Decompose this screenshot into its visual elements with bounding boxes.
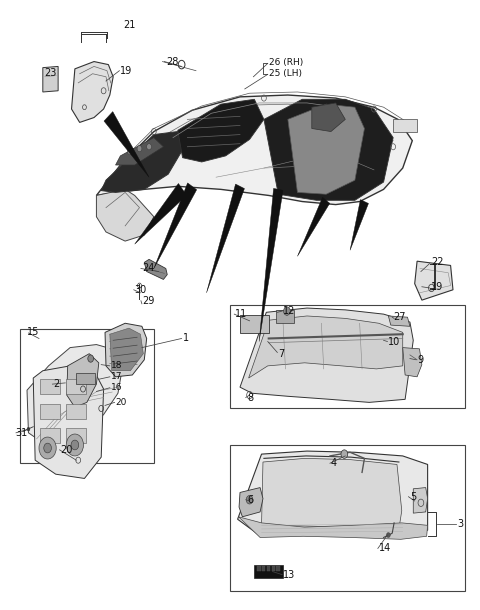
Text: 18: 18 (111, 361, 122, 370)
Text: 16: 16 (111, 383, 122, 392)
Circle shape (386, 533, 390, 537)
Text: 29: 29 (142, 296, 154, 306)
Polygon shape (240, 308, 413, 403)
Polygon shape (110, 328, 144, 371)
Bar (276, 310, 294, 323)
Bar (20, 329, 154, 463)
Polygon shape (27, 345, 123, 445)
Polygon shape (101, 132, 182, 192)
Bar (272, 566, 275, 571)
Bar (230, 445, 465, 591)
Polygon shape (116, 138, 163, 165)
Bar (230, 305, 465, 409)
Text: 13: 13 (283, 570, 295, 580)
Polygon shape (312, 103, 345, 132)
Text: 12: 12 (283, 306, 296, 316)
Circle shape (44, 443, 51, 453)
Text: 15: 15 (27, 328, 39, 337)
Bar (257, 566, 261, 571)
Bar (40, 404, 60, 419)
Polygon shape (67, 354, 99, 407)
Text: 28: 28 (166, 57, 178, 66)
Polygon shape (413, 487, 428, 513)
Polygon shape (72, 62, 113, 123)
Polygon shape (298, 197, 330, 256)
Text: 11: 11 (235, 309, 248, 319)
Text: 26 (RH): 26 (RH) (269, 59, 303, 67)
Text: 3: 3 (458, 519, 464, 529)
Polygon shape (105, 323, 147, 377)
Text: 19: 19 (432, 282, 444, 292)
Polygon shape (238, 451, 428, 537)
Text: 4: 4 (331, 458, 337, 468)
Text: 21: 21 (124, 20, 136, 30)
Text: 6: 6 (247, 495, 253, 504)
Polygon shape (415, 261, 453, 300)
Circle shape (246, 495, 253, 504)
Circle shape (128, 149, 132, 155)
Polygon shape (393, 120, 417, 132)
Polygon shape (239, 487, 263, 517)
Text: 23: 23 (44, 68, 56, 77)
Text: 14: 14 (379, 544, 391, 553)
Polygon shape (178, 99, 264, 162)
Text: 20: 20 (60, 445, 73, 455)
Polygon shape (96, 95, 412, 204)
Bar (40, 379, 60, 395)
Bar (76, 373, 95, 384)
Text: 9: 9 (417, 355, 423, 365)
Circle shape (284, 307, 290, 315)
Text: 1: 1 (182, 334, 189, 343)
Polygon shape (135, 184, 187, 244)
Text: 10: 10 (388, 337, 401, 346)
Polygon shape (104, 112, 149, 177)
Polygon shape (288, 104, 364, 194)
Text: 31: 31 (15, 428, 27, 438)
Polygon shape (144, 259, 167, 279)
Circle shape (137, 146, 142, 152)
Bar (267, 566, 270, 571)
Polygon shape (154, 183, 197, 268)
Bar (40, 428, 60, 443)
Bar (240, 315, 269, 333)
Circle shape (147, 144, 152, 150)
Polygon shape (259, 188, 283, 342)
Text: 8: 8 (247, 392, 253, 403)
Polygon shape (264, 99, 393, 200)
Polygon shape (350, 199, 369, 250)
Bar (262, 566, 265, 571)
Polygon shape (43, 66, 58, 92)
Text: 25 (LH): 25 (LH) (269, 69, 302, 78)
Text: 24: 24 (142, 264, 154, 273)
Polygon shape (33, 366, 104, 478)
Polygon shape (249, 316, 403, 378)
Polygon shape (239, 517, 428, 539)
Text: 22: 22 (432, 257, 444, 267)
Circle shape (39, 437, 56, 459)
Bar (66, 404, 86, 419)
Circle shape (341, 450, 348, 458)
Bar (276, 566, 280, 571)
Text: 27: 27 (393, 312, 406, 322)
Text: 5: 5 (410, 492, 416, 501)
Polygon shape (262, 458, 402, 529)
Text: 20: 20 (116, 398, 127, 407)
Circle shape (27, 428, 30, 431)
Polygon shape (403, 348, 422, 377)
Circle shape (66, 434, 84, 456)
Circle shape (71, 440, 79, 450)
Text: 2: 2 (53, 379, 60, 389)
Bar (66, 379, 86, 395)
Circle shape (88, 355, 94, 362)
Text: 19: 19 (120, 66, 132, 76)
Text: 7: 7 (278, 349, 285, 359)
Bar (66, 428, 86, 443)
Text: 30: 30 (135, 285, 147, 295)
Polygon shape (388, 316, 410, 326)
Polygon shape (206, 184, 244, 293)
Polygon shape (96, 189, 154, 241)
Text: 17: 17 (111, 372, 122, 381)
Bar (254, 565, 283, 578)
